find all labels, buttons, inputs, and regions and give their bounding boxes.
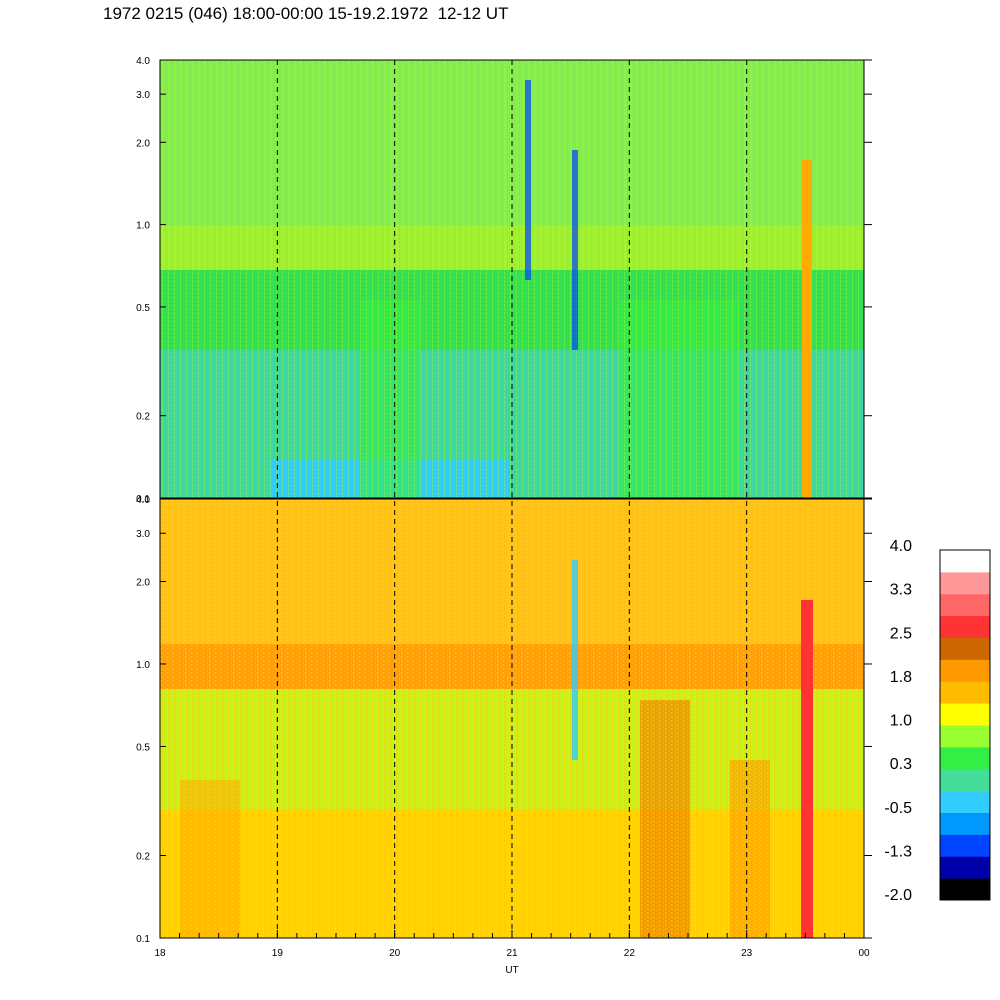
colorbar-label: 2.5 [890,625,912,642]
bottom-streak-cyan [572,560,578,760]
x-tick-label: 21 [506,948,518,959]
colorbar-segment-6 [940,746,990,770]
colorbar-label: 1.0 [890,713,912,730]
top-streak-blue-a [525,80,531,280]
colorbar-label: 0.3 [890,756,912,773]
colorbar-segment-0 [940,878,990,901]
x-tick-label: 00 [858,948,870,959]
y-tick-label: 0.2 [136,412,150,423]
colorbar-segment-14 [940,571,990,595]
y-tick-label: 0.5 [136,742,150,753]
y-tick-label: 3.0 [136,90,150,101]
y-tick-label: 0.5 [136,303,150,314]
y-tick-label: 0.1 [136,934,150,945]
dashed-time-lines [276,60,748,938]
colorbar-label: 4.0 [890,538,912,555]
colorbar-segment-4 [940,790,990,813]
y-tick-label: 0.2 [136,852,150,863]
colorbar-segment-7 [940,725,990,748]
chart-title: 1972 0215 (046) 18:00-00:00 15-19.2.1972… [103,4,509,23]
y-axis-bottom: 4.0 3.0 2.0 1.0 0.5 0.2 0.1 [136,495,872,945]
y-tick-label: 2.0 [136,138,150,149]
colorbar [939,549,991,901]
y-tick-label: 2.0 [136,577,150,588]
colorbar-label: -2.0 [884,887,912,904]
colorbar-label: 3.3 [890,582,912,599]
bottom-event-red [801,600,813,938]
colorbar-segment-9 [940,681,990,704]
colorbar-label: -1.3 [884,843,912,860]
colorbar-label: 1.8 [890,669,912,686]
colorbar-segment-2 [940,834,990,857]
colorbar-frame [939,549,991,901]
x-tick-label: 22 [624,948,636,959]
colorbar-segment-13 [940,593,990,617]
y-tick-label: 0.1 [136,494,150,505]
colorbar-segment-3 [940,812,990,835]
colorbar-segment-1 [940,856,990,879]
x-tick-label: 19 [272,948,284,959]
colorbar-segment-12 [940,615,990,638]
colorbar-segment-5 [940,768,990,792]
x-tick-label: 23 [741,948,753,959]
y-tick-label: 4.0 [136,495,150,506]
colorbar-labels: 4.0 3.3 2.5 1.8 1.0 0.3 -0.5 -1.3 -2.0 [884,538,912,904]
top-streak-blue-b [572,150,578,350]
x-tick-label: 18 [154,948,166,959]
colorbar-segment-11 [940,637,990,660]
top-event-orange [802,160,812,498]
y-tick-label: 3.0 [136,529,150,540]
x-axis: 18 19 20 21 22 23 00 [154,930,870,959]
panel-frame-0 [159,59,865,499]
colorbar-segment-15 [940,550,990,573]
y-tick-label: 1.0 [136,660,150,671]
x-tick-label: 20 [389,948,401,959]
colorbar-segment-8 [940,703,990,726]
y-tick-label: 1.0 [136,221,150,232]
y-tick-label: 4.0 [136,56,150,67]
colorbar-label: -0.5 [884,800,912,817]
y-axis-top: 4.0 3.0 2.0 1.0 0.5 0.2 0.1 [136,56,872,505]
colorbar-segment-10 [940,659,990,682]
x-axis-label: UT [505,965,518,976]
